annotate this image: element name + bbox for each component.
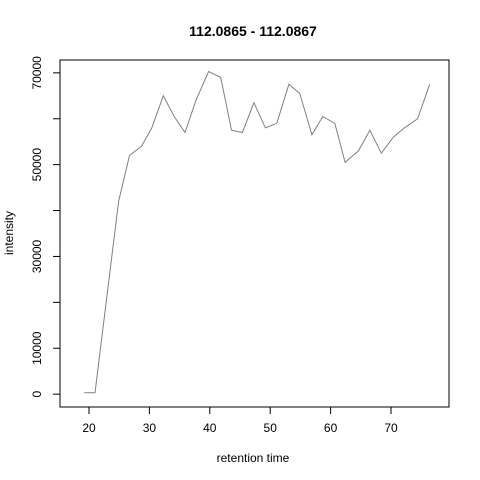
y-tick-label: 50000 (30, 148, 44, 182)
y-tick-label: 70000 (30, 56, 44, 90)
x-axis: 20 30 40 50 60 70 (82, 407, 398, 435)
x-tick-label: 40 (203, 421, 217, 435)
y-tick-label: 10000 (30, 331, 44, 365)
x-tick-label: 20 (82, 421, 96, 435)
x-tick-label: 60 (324, 421, 338, 435)
plot-frame (60, 60, 449, 407)
y-tick-label: 30000 (30, 239, 44, 273)
x-axis-label: retention time (217, 451, 290, 465)
series-line (84, 72, 430, 393)
y-axis: 0 10000 30000 50000 70000 (30, 56, 60, 398)
x-tick-label: 70 (384, 421, 398, 435)
x-tick-label: 50 (264, 421, 278, 435)
chart-title: 112.0865 - 112.0867 (189, 23, 317, 39)
x-tick-label: 30 (143, 421, 157, 435)
y-axis-label: intensity (2, 211, 16, 255)
series-group (84, 72, 430, 393)
y-tick-label: 0 (30, 390, 44, 397)
